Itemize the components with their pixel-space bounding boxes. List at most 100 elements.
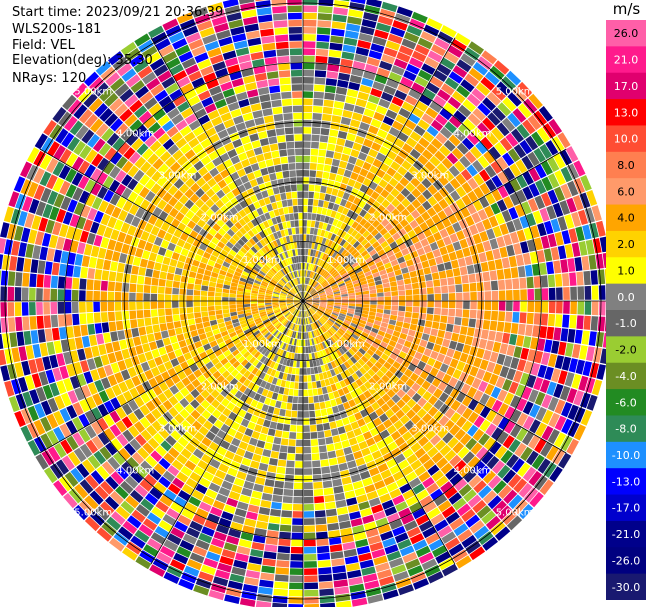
velocity-gate [506,515,523,531]
velocity-gate [427,196,438,207]
velocity-gate [150,285,158,294]
velocity-gate [328,136,337,144]
velocity-gate [312,304,319,308]
velocity-gate [604,316,606,332]
velocity-gate [322,349,328,357]
velocity-gate [258,345,266,353]
velocity-gate [350,187,359,197]
velocity-gate [353,331,361,338]
velocity-gate [127,366,137,378]
velocity-gate [303,27,317,34]
velocity-gate [539,479,554,495]
velocity-gate [266,227,273,235]
velocity-gate [227,148,238,159]
velocity-gate [140,199,151,211]
velocity-gate [416,268,424,277]
velocity-gate [73,265,81,278]
velocity-gate [282,496,293,504]
velocity-gate [166,565,183,578]
velocity-gate [214,262,222,270]
velocity-gate [439,403,450,415]
velocity-gate [467,190,478,203]
velocity-gate [355,294,363,298]
velocity-gate [326,339,332,347]
velocity-gate [221,185,231,195]
velocity-gate [17,377,29,393]
velocity-gate [27,147,40,164]
velocity-gate [92,393,103,406]
velocity-gate [280,317,286,323]
velocity-gate [444,449,457,462]
velocity-gate [370,297,377,301]
velocity-gate [163,489,177,501]
velocity-gate [52,367,63,382]
velocity-gate [291,256,295,264]
velocity-gate [72,432,85,447]
velocity-gate [271,318,278,324]
velocity-gate [332,335,338,342]
velocity-gate [339,355,347,363]
velocity-gate [381,209,391,218]
velocity-gate [532,210,543,224]
velocity-gate [522,401,534,415]
velocity-gate [371,327,379,334]
velocity-gate [169,89,183,101]
velocity-gate [372,353,381,361]
velocity-gate [272,301,279,303]
velocity-gate [340,363,348,371]
velocity-gate [324,494,335,503]
velocity-gate [322,281,328,287]
velocity-gate [571,374,582,389]
velocity-gate [166,272,174,281]
velocity-gate [190,204,200,214]
velocity-gate [340,222,347,231]
velocity-gate [498,290,506,301]
velocity-gate [332,375,339,384]
velocity-gate [157,308,165,317]
velocity-gate [320,185,327,194]
velocity-gate [362,290,370,295]
velocity-gate [502,152,515,167]
velocity-gate [183,367,193,377]
velocity-gate [283,310,289,315]
velocity-gate [266,289,273,293]
velocity-gate [532,325,540,338]
velocity-gate [151,170,163,183]
velocity-gate [323,393,330,402]
velocity-gate [534,301,542,313]
velocity-gate [379,493,392,504]
velocity-gate [296,439,303,447]
velocity-gate [323,200,330,209]
velocity-gate [293,324,297,331]
velocity-gate [169,207,179,218]
velocity-gate [559,385,571,401]
velocity-gate [291,331,295,338]
velocity-gate [456,361,466,372]
velocity-gate [441,531,457,544]
velocity-gate [255,251,263,259]
velocity-gate [208,482,221,493]
velocity-gate [232,233,240,242]
velocity-gate [306,353,310,361]
velocity-gate [331,285,339,290]
velocity-gate [160,353,170,363]
velocity-gate [451,259,459,269]
velocity-gate [209,315,217,321]
velocity-gate [107,352,117,364]
velocity-gate [402,431,413,442]
velocity-gate [323,254,329,262]
velocity-gate [289,424,297,432]
velocity-gate [293,299,301,301]
velocity-gate [155,38,171,51]
velocity-gate [369,308,377,313]
velocity-gate [317,560,331,568]
velocity-gate [337,365,344,373]
velocity-gate [256,207,264,216]
velocity-gate [473,390,484,402]
velocity-gate [294,375,300,382]
velocity-gate [189,193,200,204]
velocity-gate [426,82,440,94]
velocity-gate [322,315,328,321]
velocity-gate [110,438,123,451]
velocity-gate [443,139,456,152]
